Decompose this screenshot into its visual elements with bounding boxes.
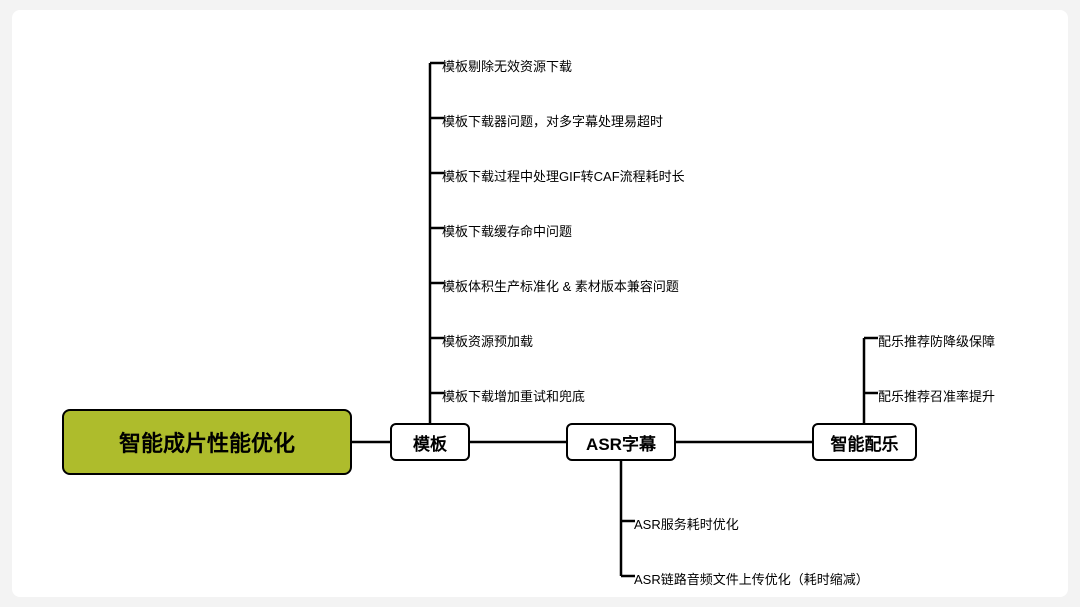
leaf-asr-0: ASR服务耗时优化 — [634, 514, 739, 533]
branch-template: 模板 — [390, 423, 470, 461]
leaf-template-3: 模板下载缓存命中问题 — [442, 221, 572, 240]
leaf-template-6: 模板下载增加重试和兜底 — [442, 386, 585, 405]
leaf-template-4: 模板体积生产标准化 & 素材版本兼容问题 — [442, 276, 679, 295]
leaf-template-2: 模板下载过程中处理GIF转CAF流程耗时长 — [442, 166, 685, 185]
branch-music-label: 智能配乐 — [831, 430, 899, 455]
root-node: 智能成片性能优化 — [62, 409, 352, 475]
leaf-music-0: 配乐推荐防降级保障 — [878, 331, 995, 350]
leaf-template-1: 模板下载器问题，对多字幕处理易超时 — [442, 111, 663, 130]
connector-lines — [12, 10, 1068, 597]
branch-asr: ASR字幕 — [566, 423, 676, 461]
leaf-asr-1: ASR链路音频文件上传优化（耗时缩减） — [634, 569, 869, 588]
branch-music: 智能配乐 — [812, 423, 917, 461]
leaf-music-1: 配乐推荐召准率提升 — [878, 386, 995, 405]
branch-asr-label: ASR字幕 — [586, 430, 656, 455]
root-label: 智能成片性能优化 — [119, 426, 295, 458]
leaf-template-0: 模板剔除无效资源下载 — [442, 56, 572, 75]
branch-template-label: 模板 — [413, 430, 447, 455]
leaf-template-5: 模板资源预加载 — [442, 331, 533, 350]
diagram-canvas: 智能成片性能优化 模板 ASR字幕 智能配乐 模板剔除无效资源下载 模板下载器问… — [12, 10, 1068, 597]
